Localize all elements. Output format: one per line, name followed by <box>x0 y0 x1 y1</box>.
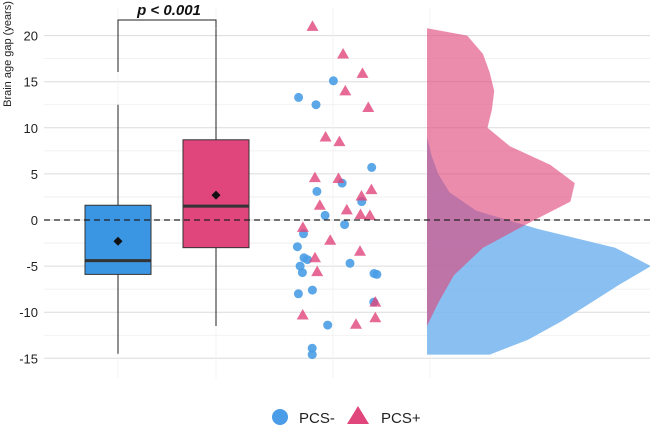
point-pcs-minus <box>297 268 307 278</box>
point-pcs-minus <box>372 269 382 279</box>
mean-marker-pcs-minus <box>113 236 123 246</box>
point-pcs-plus <box>309 251 321 263</box>
point-pcs-minus <box>292 242 302 252</box>
point-pcs-minus <box>312 186 322 196</box>
point-pcs-minus <box>307 350 317 360</box>
point-pcs-plus <box>333 135 346 147</box>
point-pcs-minus <box>311 100 321 110</box>
legend-label-pcs-plus: PCS+ <box>381 410 421 426</box>
density-clouds <box>427 28 650 355</box>
point-pcs-minus <box>340 220 350 230</box>
y-tick-label: 5 <box>31 167 38 182</box>
data-points <box>292 20 382 360</box>
point-pcs-plus <box>354 208 367 219</box>
point-pcs-plus <box>354 245 366 256</box>
y-tick-label: 0 <box>31 213 38 228</box>
point-pcs-plus <box>296 309 309 320</box>
point-pcs-plus <box>324 234 337 245</box>
y-tick-label: 15 <box>24 75 38 90</box>
y-axis-label: Brain age gap (years) <box>2 1 14 107</box>
legend-marker-pcs-plus <box>347 406 369 424</box>
point-pcs-minus <box>367 162 377 172</box>
point-pcs-plus <box>362 101 375 112</box>
legend-label-pcs-minus: PCS- <box>299 410 335 426</box>
mean-marker-pcs-plus <box>211 190 221 200</box>
point-pcs-minus <box>293 289 303 299</box>
y-tick-label: -10 <box>19 305 38 320</box>
point-pcs-plus <box>308 171 321 183</box>
point-pcs-plus <box>339 84 352 96</box>
point-pcs-plus <box>319 131 332 142</box>
y-tick-label: 20 <box>24 29 38 44</box>
density-cloud-pcs-minus <box>427 137 650 355</box>
y-tick-label: -15 <box>19 351 38 366</box>
point-pcs-plus <box>350 318 362 329</box>
y-tick-label: -5 <box>26 259 38 274</box>
point-pcs-plus <box>332 172 345 183</box>
point-pcs-minus <box>307 343 317 353</box>
point-pcs-plus <box>369 311 382 323</box>
point-pcs-plus <box>363 209 376 220</box>
significance-label: p < 0.001 <box>136 2 201 19</box>
point-pcs-plus <box>296 221 309 232</box>
point-pcs-plus <box>311 265 324 277</box>
point-pcs-minus <box>328 76 338 86</box>
density-cloud-pcs-plus <box>427 28 575 327</box>
point-pcs-plus <box>355 190 368 201</box>
point-pcs-plus <box>365 183 378 195</box>
point-pcs-plus <box>369 296 382 307</box>
point-pcs-plus <box>313 199 326 210</box>
point-pcs-minus <box>320 210 330 220</box>
y-axis-ticks: -15 -10 -5 0 5 10 15 20 <box>19 29 38 367</box>
legend-marker-pcs-minus <box>272 409 288 425</box>
point-pcs-plus <box>337 48 350 59</box>
legend: PCS- PCS+ <box>272 406 421 426</box>
point-pcs-plus <box>340 203 353 215</box>
point-pcs-plus <box>356 67 369 78</box>
point-pcs-minus <box>345 258 355 268</box>
point-pcs-plus <box>306 20 319 31</box>
point-pcs-minus <box>307 285 317 295</box>
significance-bracket <box>117 19 217 72</box>
box-plots <box>84 28 250 354</box>
point-pcs-minus <box>294 92 304 102</box>
y-tick-label: 10 <box>24 121 38 136</box>
point-pcs-minus <box>323 320 333 330</box>
